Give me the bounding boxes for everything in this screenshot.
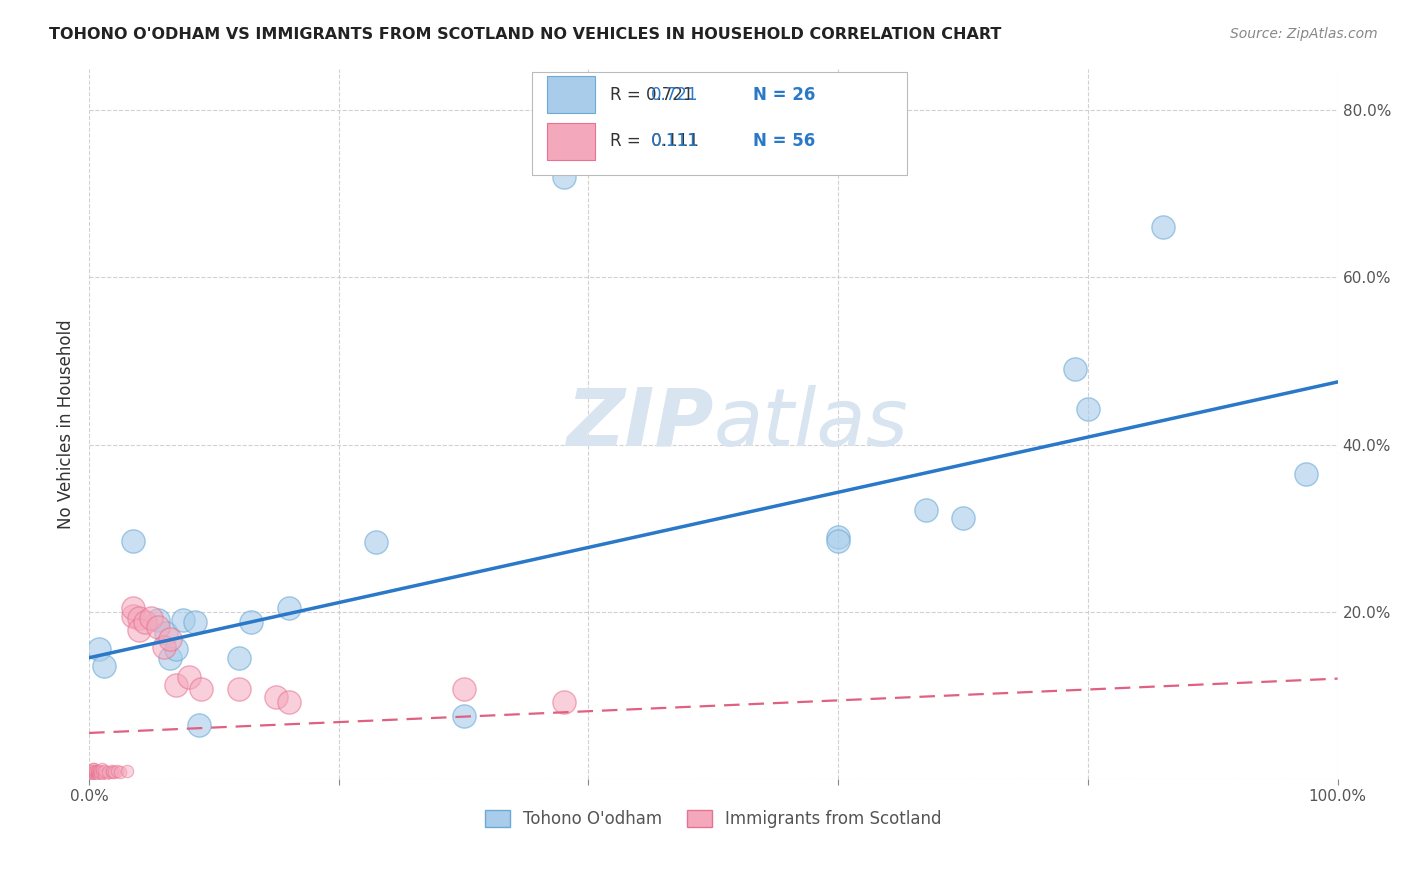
Point xyxy=(228,681,250,696)
Point xyxy=(121,609,143,624)
Point xyxy=(266,690,288,704)
Point xyxy=(155,625,177,640)
Point xyxy=(1295,467,1317,481)
Y-axis label: No Vehicles in Household: No Vehicles in Household xyxy=(58,319,75,529)
Point xyxy=(228,650,250,665)
Point xyxy=(914,503,936,517)
Point xyxy=(86,764,108,778)
Point xyxy=(82,764,104,778)
Point xyxy=(1152,220,1174,235)
Point xyxy=(128,623,150,637)
Point xyxy=(105,764,128,778)
Point xyxy=(366,535,388,549)
Point xyxy=(453,709,475,723)
Point xyxy=(93,764,115,778)
Point xyxy=(83,765,105,780)
Point xyxy=(134,615,156,629)
Text: N = 56: N = 56 xyxy=(754,132,815,150)
Point xyxy=(159,650,181,665)
Text: 0.111: 0.111 xyxy=(651,132,699,150)
Point xyxy=(128,611,150,625)
Point xyxy=(166,642,188,657)
Point xyxy=(827,530,849,544)
Point xyxy=(952,511,974,525)
Text: R = 0.721: R = 0.721 xyxy=(610,86,693,103)
Point xyxy=(93,768,115,782)
Point xyxy=(87,768,110,782)
Point xyxy=(110,765,132,780)
Point xyxy=(79,768,101,782)
Point xyxy=(90,762,112,776)
Point xyxy=(83,762,105,776)
Point xyxy=(184,615,207,629)
Point xyxy=(87,765,110,780)
Point xyxy=(87,764,110,778)
Point xyxy=(80,764,103,778)
Point xyxy=(240,615,263,629)
Point xyxy=(1077,401,1099,416)
Point xyxy=(83,768,105,782)
Point xyxy=(146,620,169,634)
Point xyxy=(84,765,107,780)
FancyBboxPatch shape xyxy=(533,72,907,175)
Text: Source: ZipAtlas.com: Source: ZipAtlas.com xyxy=(1230,27,1378,41)
Point xyxy=(172,613,194,627)
Point xyxy=(121,600,143,615)
Point xyxy=(86,765,108,780)
Point xyxy=(146,613,169,627)
Point xyxy=(89,768,111,782)
Point xyxy=(177,670,200,684)
Text: 0.721: 0.721 xyxy=(651,86,699,103)
Point xyxy=(553,170,575,185)
Point xyxy=(103,765,125,780)
Point xyxy=(93,659,115,673)
Text: atlas: atlas xyxy=(713,384,908,463)
Point xyxy=(90,765,112,780)
Text: ZIP: ZIP xyxy=(567,384,713,463)
Point xyxy=(277,600,299,615)
Point xyxy=(141,611,163,625)
Point xyxy=(80,768,103,782)
Point xyxy=(86,768,108,782)
Point xyxy=(277,695,299,709)
Point xyxy=(80,765,103,780)
Bar xyxy=(547,77,595,113)
Point xyxy=(453,681,475,696)
Point xyxy=(84,764,107,778)
Point xyxy=(87,642,110,657)
Point xyxy=(190,681,212,696)
Point xyxy=(153,640,176,654)
Point xyxy=(1064,362,1087,376)
Point xyxy=(827,533,849,548)
Point xyxy=(82,768,104,782)
Point xyxy=(100,764,122,778)
Point xyxy=(82,765,104,780)
Point xyxy=(159,632,181,646)
Point xyxy=(89,765,111,780)
Text: R =  0.111: R = 0.111 xyxy=(610,132,699,150)
Point xyxy=(187,717,209,731)
Point xyxy=(121,533,143,548)
Legend: Tohono O'odham, Immigrants from Scotland: Tohono O'odham, Immigrants from Scotland xyxy=(478,803,949,835)
Text: N = 26: N = 26 xyxy=(754,86,815,103)
Point xyxy=(82,762,104,776)
Point xyxy=(166,678,188,692)
Point xyxy=(100,765,122,780)
Point xyxy=(115,764,138,778)
Text: TOHONO O'ODHAM VS IMMIGRANTS FROM SCOTLAND NO VEHICLES IN HOUSEHOLD CORRELATION : TOHONO O'ODHAM VS IMMIGRANTS FROM SCOTLA… xyxy=(49,27,1001,42)
Bar xyxy=(547,123,595,160)
Point xyxy=(84,768,107,782)
Point xyxy=(97,765,120,780)
Point xyxy=(553,695,575,709)
Point xyxy=(87,768,110,782)
